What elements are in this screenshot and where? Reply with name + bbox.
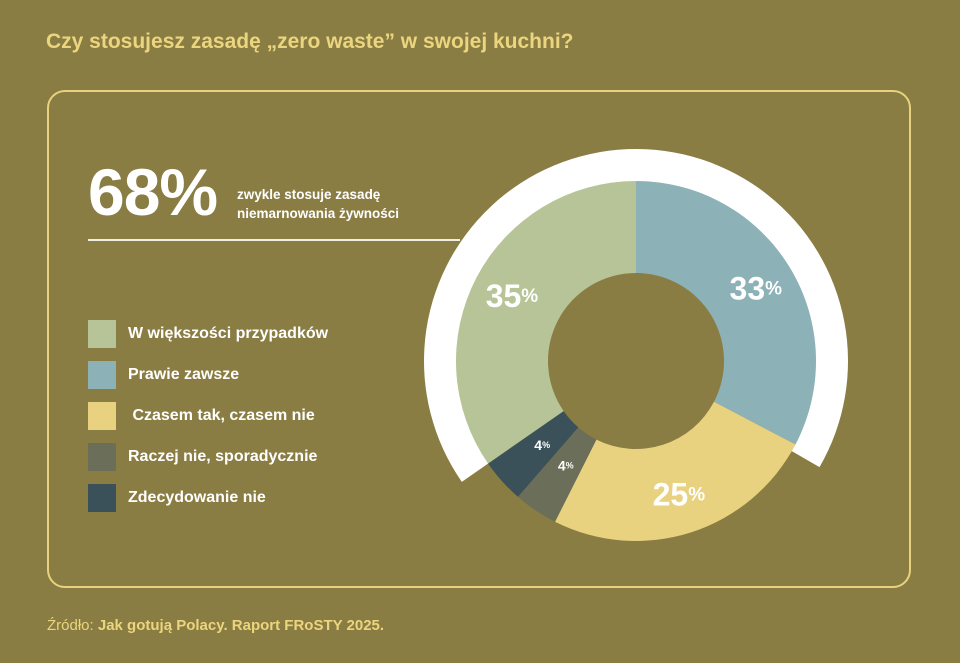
legend-swatch (88, 402, 116, 430)
legend-label: Raczej nie, sporadycznie (128, 448, 318, 465)
legend-item: W większości przypadków (88, 320, 328, 348)
headline-text-line1: zwykle stosuje zasadę (237, 187, 381, 202)
donut-slice (456, 181, 636, 464)
headline-divider (88, 239, 460, 241)
headline-text: zwykle stosuje zasadę niemarnowania żywn… (237, 185, 417, 223)
legend-swatch (88, 484, 116, 512)
headline-text-line2: niemarnowania żywności (237, 206, 400, 221)
legend-item: Prawie zawsze (88, 361, 328, 389)
legend-swatch (88, 443, 116, 471)
chart-title: Czy stosujesz zasadę „zero waste” w swoj… (46, 30, 574, 53)
legend-item: Zdecydowanie nie (88, 484, 328, 512)
source-prefix: Źródło: (47, 617, 94, 634)
legend-label: Czasem tak, czasem nie (128, 407, 315, 424)
slice-label: 4% (534, 437, 550, 453)
donut-slice (517, 427, 597, 522)
source-text: Jak gotują Polacy. Raport FRoSTY 2025. (97, 617, 385, 634)
legend-swatch (88, 361, 116, 389)
slice-label: 25% (653, 476, 706, 512)
legend-swatch (88, 320, 116, 348)
legend-label: W większości przypadków (128, 325, 329, 342)
headline-value: 68% (88, 155, 218, 229)
highlight-arc (424, 149, 848, 482)
source-note: Źródło: Jak gotują Polacy. Raport FRoSTY… (47, 617, 384, 634)
chart-panel (47, 90, 911, 588)
donut-slice (555, 401, 796, 541)
legend-item: Czasem tak, czasem nie (88, 402, 328, 430)
legend: W większości przypadków Prawie zawsze Cza… (88, 320, 328, 525)
slice-label: 35% (486, 278, 539, 314)
slice-label: 33% (730, 271, 783, 307)
donut-slice (488, 411, 579, 497)
donut-slice (636, 180, 817, 445)
slice-label: 4% (558, 458, 574, 474)
legend-label: Prawie zawsze (128, 366, 240, 383)
legend-label: Zdecydowanie nie (128, 489, 266, 506)
legend-item: Raczej nie, sporadycznie (88, 443, 328, 471)
